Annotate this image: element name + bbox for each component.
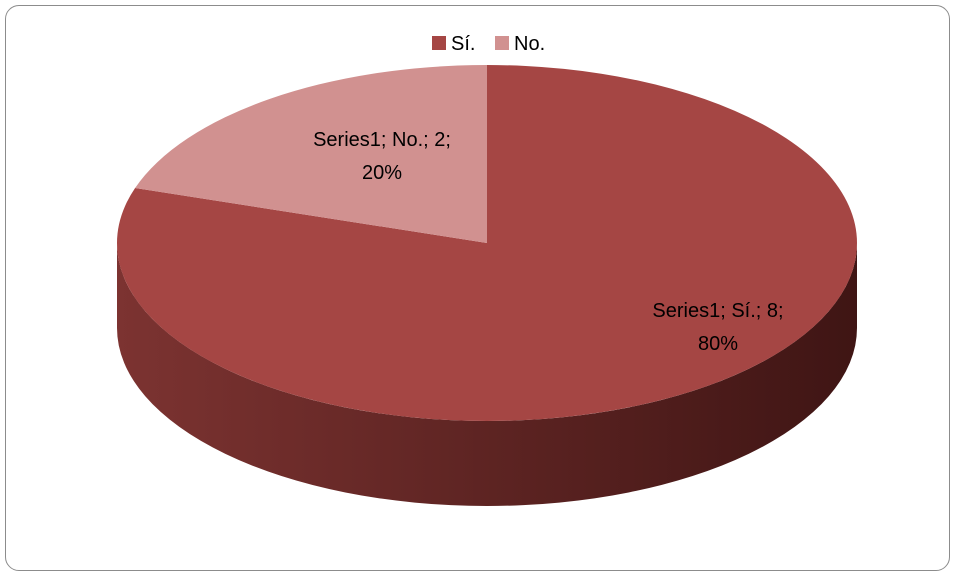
data-label-no-line1: Series1; No.; 2; <box>313 129 451 151</box>
legend-label-si: Sí. <box>451 33 475 55</box>
data-label-si-line2: 80% <box>698 333 738 355</box>
legend: Sí. No. <box>432 33 545 55</box>
data-label-no-line2: 20% <box>362 162 402 184</box>
data-label-si-line1: Series1; Sí.; 8; <box>652 300 783 322</box>
legend-label-no: No. <box>514 33 545 55</box>
legend-swatch-no <box>495 36 509 50</box>
pie-slice-no[interactable] <box>135 65 488 243</box>
legend-swatch-si <box>432 36 446 50</box>
pie-side-wall <box>117 243 857 506</box>
